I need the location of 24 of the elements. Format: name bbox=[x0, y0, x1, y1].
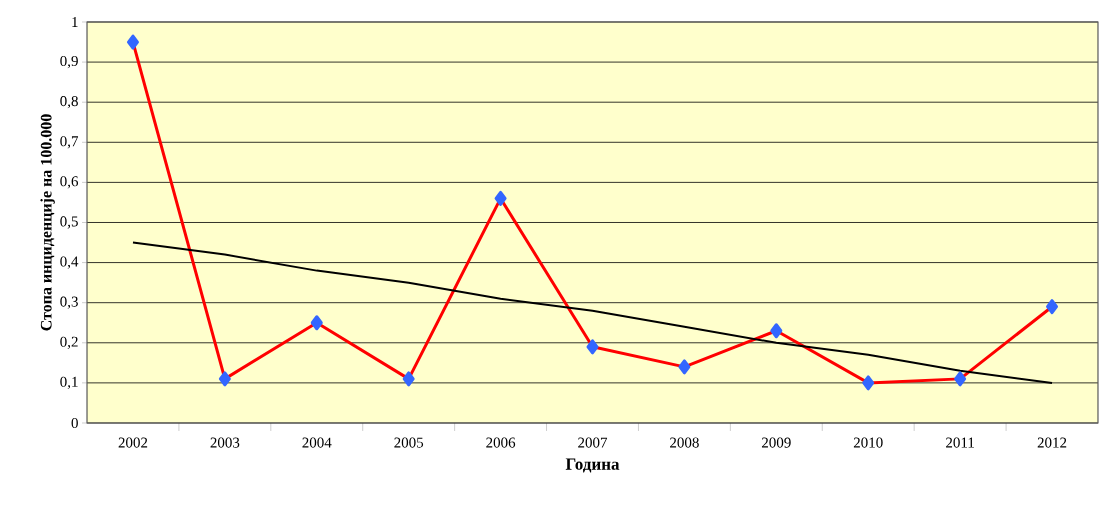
y-tick-label: 0,2 bbox=[60, 336, 78, 349]
x-tick-label: 2005 bbox=[394, 437, 424, 448]
x-tick-label: 2007 bbox=[578, 437, 608, 448]
x-tick-label: 2009 bbox=[761, 437, 791, 448]
y-tick-label: 1 bbox=[72, 17, 78, 27]
y-tick-label: 0,1 bbox=[60, 376, 78, 390]
y-tick-label: 0 bbox=[71, 417, 78, 429]
y-tick-label: 0,7 bbox=[60, 136, 79, 149]
y-tick-label: 0,5 bbox=[60, 216, 78, 229]
y-tick-label: 0,4 bbox=[60, 256, 79, 269]
x-tick-label: 2011 bbox=[946, 437, 974, 448]
y-tick-label: 0,6 bbox=[60, 176, 79, 189]
x-tick-label: 2010 bbox=[853, 437, 883, 448]
x-tick-label: 2002 bbox=[118, 437, 148, 448]
x-tick-label: 2004 bbox=[302, 437, 332, 448]
x-tick-label: 2008 bbox=[670, 437, 699, 448]
x-tick-label: 2003 bbox=[210, 437, 240, 448]
x-tick-label: 2012 bbox=[1037, 437, 1067, 448]
y-axis-title: Стопа инциденције на 100.000 bbox=[40, 114, 55, 331]
x-axis-title: Година bbox=[565, 458, 620, 473]
y-tick-label: 0,8 bbox=[60, 96, 78, 109]
y-tick-label: 0,9 bbox=[60, 55, 78, 69]
x-tick-label: 2006 bbox=[486, 437, 516, 448]
y-tick-label: 0,3 bbox=[60, 296, 78, 309]
